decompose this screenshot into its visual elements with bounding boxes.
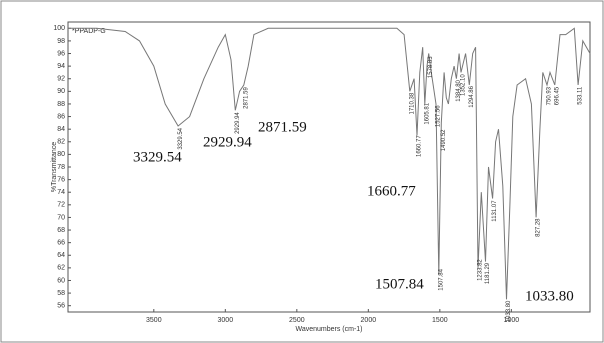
legend: *PPADP-G (72, 28, 106, 35)
y-tick-label: 80 (57, 151, 65, 158)
y-axis-label: %Transmittance (51, 142, 58, 192)
y-tick-label: 60 (57, 277, 65, 284)
y-tick-label: 72 (57, 202, 65, 209)
peak-label: 1660.77 (416, 135, 422, 157)
y-tick-label: 88 (57, 101, 65, 108)
peak-label: 696.45 (554, 86, 560, 105)
peak-label: 1507.84 (438, 268, 444, 290)
y-tick-label: 100 (53, 25, 65, 32)
y-tick-label: 56 (57, 303, 65, 310)
y-tick-label: 78 (57, 164, 65, 171)
x-tick-label: 1500 (432, 317, 448, 324)
y-tick-label: 68 (57, 227, 65, 234)
x-axis-label: Wavenumbers (cm-1) (295, 326, 362, 333)
peak-callout: 2929.94 (203, 134, 252, 150)
peak-label: 1527.56 (435, 105, 441, 127)
peak-label: 1131.07 (492, 200, 498, 222)
peak-label: 1181.29 (485, 262, 491, 284)
peak-label: 1384.80 (456, 79, 462, 101)
y-tick-label: 62 (57, 265, 65, 272)
peak-label: 1294.86 (469, 85, 475, 107)
peak-callout: 3329.54 (133, 149, 182, 165)
peak-callout: 1033.80 (525, 288, 574, 304)
peak-label: 1352.10 (461, 74, 467, 96)
y-tick-label: 76 (57, 176, 65, 183)
y-tick-label: 66 (57, 239, 65, 246)
peak-label: 1233.82 (477, 259, 483, 281)
peak-label: 1033.80 (506, 300, 512, 322)
peak-label: 1490.52 (441, 129, 447, 151)
y-tick-label: 96 (57, 50, 65, 57)
y-tick-label: 84 (57, 126, 65, 133)
peak-label: 3329.54 (178, 127, 184, 149)
x-tick-label: 2500 (289, 317, 305, 324)
y-tick-label: 74 (57, 189, 65, 196)
x-tick-label: 2000 (361, 317, 377, 324)
x-tick-label: 3000 (218, 317, 234, 324)
y-tick-label: 70 (57, 214, 65, 221)
peak-label: 533.11 (578, 86, 584, 105)
y-tick-label: 58 (57, 290, 65, 297)
peak-label: 1710.38 (409, 92, 415, 114)
peak-label: 2929.94 (235, 112, 241, 134)
y-tick-label: 94 (57, 63, 65, 70)
peak-label: 750.93 (547, 86, 553, 105)
peak-label: 1605.81 (424, 102, 430, 124)
peak-label: 1578.83 (428, 56, 434, 78)
y-tick-label: 82 (57, 139, 65, 146)
x-tick-label: 3500 (146, 317, 162, 324)
y-tick-label: 64 (57, 252, 65, 259)
y-tick-label: 98 (57, 38, 65, 45)
y-tick-label: 90 (57, 88, 65, 95)
spectrum-line (68, 27, 591, 300)
peak-callout: 2871.59 (258, 119, 307, 135)
x-tick-label: 1000 (504, 317, 520, 324)
peak-callout: 1507.84 (375, 276, 424, 292)
peak-label: 2871.59 (243, 87, 249, 109)
y-tick-label: 92 (57, 76, 65, 83)
peak-label: 827.28 (536, 218, 542, 237)
y-tick-label: 86 (57, 113, 65, 120)
peak-callout: 1660.77 (367, 183, 416, 199)
